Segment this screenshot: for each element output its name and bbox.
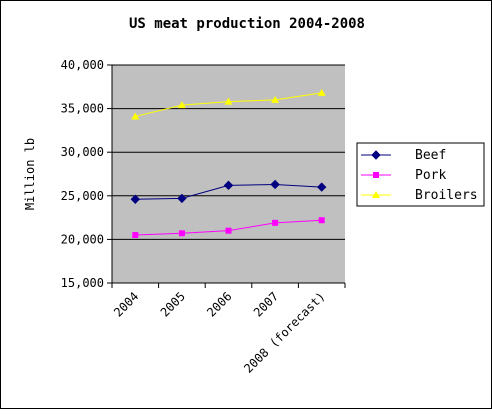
data-point-beef — [223, 180, 234, 191]
y-tick-label: 25,000 — [61, 189, 104, 203]
series-pork — [132, 217, 325, 239]
data-point-broilers — [224, 97, 233, 105]
legend-label-beef: Beef — [415, 148, 446, 163]
data-point-broilers — [317, 88, 326, 96]
chart-title: US meat production 2004-2008 — [129, 16, 365, 32]
legend: Beef Pork Broilers — [356, 142, 485, 207]
series-beef — [130, 179, 327, 204]
legend-item-beef: Beef — [361, 148, 446, 163]
legend-marker-broilers — [372, 191, 380, 198]
y-axis-label: Million lb — [23, 138, 37, 210]
series-broilers — [131, 88, 326, 120]
data-point-beef — [177, 193, 187, 204]
legend-label-broilers: Broilers — [415, 188, 478, 203]
legend-marker-beef — [371, 150, 381, 160]
data-point-beef — [130, 194, 141, 204]
legend-marker-pork — [373, 172, 379, 178]
x-tick-label: 2008 (forecast) — [241, 289, 328, 376]
x-tick-label: 2005 — [158, 289, 188, 319]
data-point-pork — [225, 227, 232, 234]
data-point-pork — [132, 232, 139, 239]
data-point-beef — [316, 182, 327, 192]
legend-item-broilers: Broilers — [361, 188, 478, 203]
data-point-broilers — [131, 112, 140, 120]
gridlines — [112, 64, 345, 240]
legend-item-pork: Pork — [361, 168, 446, 183]
series-layer — [130, 88, 327, 239]
data-point-pork — [178, 230, 185, 237]
x-tick-label: 2006 — [204, 289, 234, 319]
legend-label-pork: Pork — [415, 168, 446, 183]
y-tick-label: 20,000 — [61, 232, 104, 246]
axes — [107, 64, 346, 288]
y-tick-label: 35,000 — [61, 102, 104, 116]
y-tick-label: 40,000 — [61, 58, 104, 72]
y-tick-label: 30,000 — [61, 145, 104, 159]
y-tick-label: 15,000 — [61, 276, 104, 290]
y-tick-labels: 15,000 20,000 25,000 30,000 35,000 40,000 — [61, 58, 104, 290]
data-point-broilers — [177, 101, 186, 109]
data-point-pork — [272, 219, 279, 226]
data-point-pork — [318, 217, 325, 224]
x-tick-label: 2007 — [251, 289, 281, 319]
data-point-broilers — [271, 95, 280, 103]
data-point-beef — [270, 179, 280, 190]
x-tick-label: 2004 — [111, 289, 141, 319]
